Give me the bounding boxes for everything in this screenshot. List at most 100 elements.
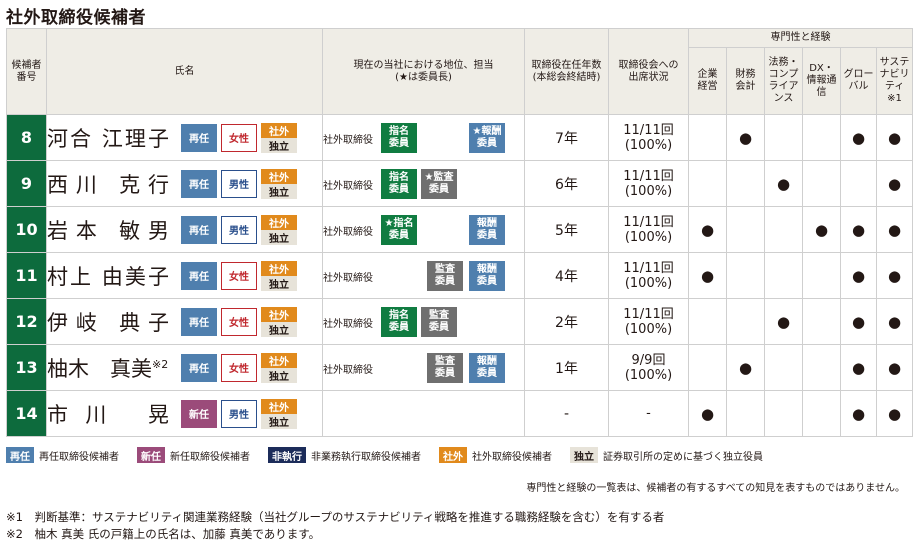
committee-badge: 監査 委員 (421, 306, 457, 337)
expertise-mark (764, 206, 803, 253)
expertise-mark (764, 252, 803, 299)
legend-desc: 非業務執行取締役候補者 (311, 451, 421, 463)
position-cell: 社外取締役 指名 委員 監査 委員 (322, 298, 525, 345)
tenure-badge: 再任 (181, 353, 217, 382)
position-cell: 社外取締役 指名 委員 ★報酬 委員 (322, 114, 525, 161)
gender-badge: 男性 (221, 399, 257, 428)
footnote-mark: ※2 (152, 357, 169, 371)
legend-desc: 証券取引所の定めに基づく独立役員 (603, 451, 763, 463)
expertise-mark (802, 252, 841, 299)
independent-badge: 独立 (261, 275, 297, 291)
header-expertise-3: DX・ 情報通信 (802, 47, 841, 115)
tenure-badge: 再任 (181, 307, 217, 336)
expertise-mark (726, 390, 765, 437)
tenure-badge: 再任 (181, 169, 217, 198)
expertise-mark: ● (875, 298, 914, 345)
committee-badge: 監査 委員 (427, 352, 463, 383)
expertise-mark (688, 114, 727, 161)
legend-key: 社外 (439, 447, 467, 463)
expertise-mark (802, 344, 841, 391)
years-cell: 5年 (524, 206, 609, 253)
expertise-mark (802, 298, 841, 345)
outside-badge: 社外 (261, 214, 297, 230)
gender-badge: 男性 (221, 215, 257, 244)
expertise-mark (726, 252, 765, 299)
tenure-badge: 再任 (181, 261, 217, 290)
outside-independent-badge: 社外 独立 (261, 168, 297, 199)
gender-badge: 男性 (221, 169, 257, 198)
outside-independent-badge: 社外 独立 (261, 260, 297, 291)
candidate-table: 候補者 番号 氏名 現在の当社における地位、担当 (★は委員長) 取締役在任年数 (本… (6, 28, 914, 437)
gender-badge: 女性 (221, 307, 257, 336)
candidate-name-cell: 河合 江理子 再任 女性 社外 独立 (46, 114, 323, 161)
footnote-2: ※2 柚木 真美 氏の戸籍上の氏名は、加藤 真美であります。 (6, 527, 321, 541)
candidate-number: 13 (6, 344, 47, 391)
independent-badge: 独立 (261, 137, 297, 153)
years-cell: 4年 (524, 252, 609, 299)
expertise-mark: ● (764, 298, 803, 345)
expertise-mark: ● (875, 160, 914, 207)
legend-item: 社外 社外取締役候補者 (439, 447, 552, 463)
candidate-name-cell: 伊岐 典子 再任 女性 社外 独立 (46, 298, 323, 345)
legend-desc: 新任取締役候補者 (170, 451, 250, 463)
outside-independent-badge: 社外 独立 (261, 398, 297, 429)
independent-badge: 独立 (261, 183, 297, 199)
candidate-number: 9 (6, 160, 47, 207)
outside-independent-badge: 社外 独立 (261, 214, 297, 245)
attendance-cell: - (608, 390, 689, 437)
outside-badge: 社外 (261, 168, 297, 184)
expertise-mark (688, 298, 727, 345)
expertise-mark (688, 160, 727, 207)
legend-item: 新任 新任取締役候補者 (137, 447, 250, 463)
expertise-mark: ● (875, 206, 914, 253)
position-cell: 社外取締役 ★指名 委員 報酬 委員 (322, 206, 525, 253)
expertise-mark: ● (688, 390, 727, 437)
candidate-number: 14 (6, 390, 47, 437)
candidate-name: 柚木 真美※2 (47, 356, 169, 381)
expertise-mark: ● (688, 252, 727, 299)
gender-badge: 女性 (221, 123, 257, 152)
candidate-number: 10 (6, 206, 47, 253)
header-expertise-1: 財務 会計 (726, 47, 765, 115)
expertise-mark (726, 206, 765, 253)
expertise-mark: ● (840, 114, 877, 161)
candidate-name-cell: 市川 晃新任 男性 社外 独立 (46, 390, 323, 437)
expertise-mark: ● (875, 390, 914, 437)
expertise-mark (764, 390, 803, 437)
outside-independent-badge: 社外 独立 (261, 122, 297, 153)
table-row: 12 伊岐 典子 再任 女性 社外 独立 社外取締役 指名 委員 監査 委員 2年 11/11回 (100… (6, 298, 914, 345)
tenure-badge: 再任 (181, 215, 217, 244)
candidate-number: 12 (6, 298, 47, 345)
outside-badge: 社外 (261, 306, 297, 322)
table-row: 9 西川 克行 再任 男性 社外 独立 社外取締役 指名 委員 ★監査 委員 6年 11/11回 (100… (6, 160, 914, 207)
candidate-name-cell: 柚木 真美※2 再任 女性 社外 独立 (46, 344, 323, 391)
candidate-number: 8 (6, 114, 47, 161)
header-number: 候補者 番号 (6, 28, 47, 115)
outside-badge: 社外 (261, 122, 297, 138)
candidate-number: 11 (6, 252, 47, 299)
gender-badge: 女性 (221, 261, 257, 290)
position-text: 社外取締役 (323, 272, 373, 284)
position-cell: 社外取締役 監査 委員 報酬 委員 (322, 252, 525, 299)
legend-item: 再任 再任取締役候補者 (6, 447, 119, 463)
expertise-mark (764, 344, 803, 391)
committee-badge: ★監査 委員 (421, 168, 457, 199)
expertise-mark (726, 160, 765, 207)
expertise-mark (802, 160, 841, 207)
legend-key: 再任 (6, 447, 34, 463)
header-name: 氏名 (46, 28, 323, 115)
years-cell: 7年 (524, 114, 609, 161)
candidate-name-cell: 村上 由美子 再任 女性 社外 独立 (46, 252, 323, 299)
header-expertise-2: 法務・ コンプ ライア ンス (764, 47, 803, 115)
independent-badge: 独立 (261, 413, 297, 429)
outside-independent-badge: 社外 独立 (261, 306, 297, 337)
attendance-cell: 11/11回 (100%) (608, 252, 689, 299)
expertise-mark: ● (688, 206, 727, 253)
candidate-name-cell: 岩本 敏男 再任 男性 社外 独立 (46, 206, 323, 253)
expertise-mark: ● (875, 344, 914, 391)
years-cell: - (524, 390, 609, 437)
gender-badge: 女性 (221, 353, 257, 382)
legend-note: 専門性と経験の一覧表は、候補者の有するすべての知見を表すものではありません。 (526, 483, 905, 494)
tenure-badge: 新任 (181, 399, 217, 428)
expertise-mark: ● (840, 252, 877, 299)
